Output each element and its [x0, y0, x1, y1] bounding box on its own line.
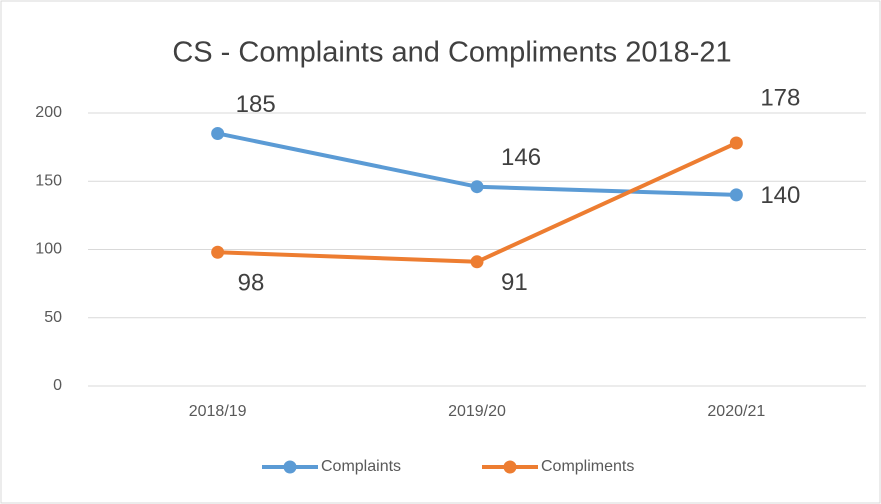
y-tick-label: 100 [35, 241, 62, 258]
data-label: 146 [501, 144, 541, 171]
data-point [470, 255, 484, 269]
data-point [470, 180, 484, 194]
x-tick-label: 2020/21 [707, 403, 765, 420]
data-point [729, 136, 743, 150]
data-label: 140 [760, 182, 800, 209]
data-label: 91 [501, 269, 528, 296]
y-tick-label: 200 [35, 104, 62, 121]
legend-label: Compliments [541, 458, 634, 475]
chart-title: CS - Complaints and Compliments 2018-21 [172, 37, 731, 69]
x-tick-label: 2019/20 [448, 403, 506, 420]
data-point [211, 126, 225, 140]
x-tick-label: 2018/19 [189, 403, 247, 420]
data-label: 98 [238, 270, 265, 297]
data-point [211, 245, 225, 259]
data-label: 178 [760, 84, 800, 111]
data-label: 185 [236, 91, 276, 118]
data-point [729, 188, 743, 202]
y-tick-label: 50 [44, 309, 62, 326]
legend-label: Complaints [321, 458, 401, 475]
legend-marker [503, 460, 517, 474]
y-tick-label: 0 [53, 377, 62, 394]
y-tick-label: 150 [35, 172, 62, 189]
legend-marker [283, 460, 297, 474]
